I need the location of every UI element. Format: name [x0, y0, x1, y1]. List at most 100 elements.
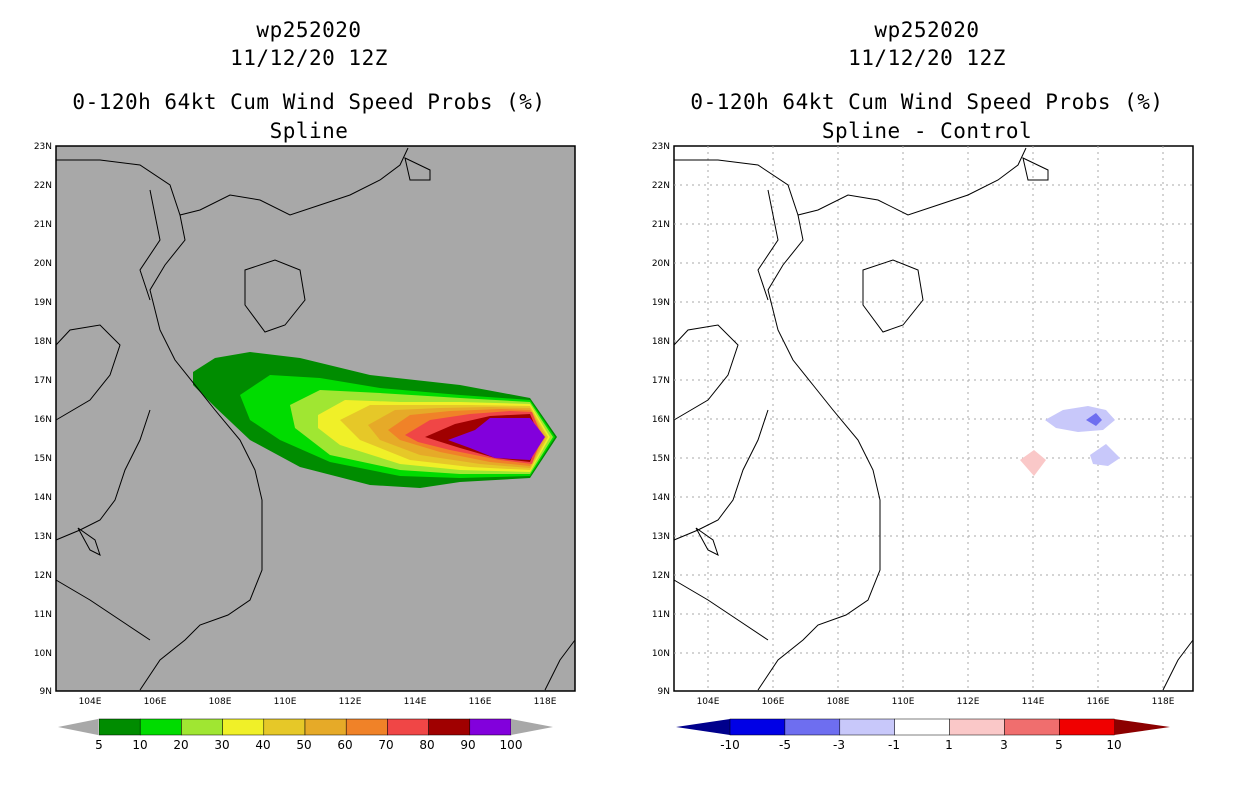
colorbar-label: 1 — [945, 738, 953, 752]
coastline — [673, 147, 1194, 691]
panel-title-date: 11/12/20 12Z — [230, 46, 388, 70]
lat-label: 11N — [652, 610, 670, 620]
colorbar-cell — [1059, 718, 1115, 736]
lat-label: 19N — [34, 298, 52, 308]
colorbar-cell — [894, 718, 950, 736]
colorbar-label: -5 — [779, 738, 791, 752]
colorbar-cell — [949, 718, 1005, 736]
lat-label: 13N — [652, 532, 670, 542]
lat-label: 23N — [34, 142, 52, 152]
colorbar-label: 10 — [132, 738, 147, 752]
lat-label: 22N — [34, 181, 52, 191]
lon-label: 114E — [404, 697, 427, 707]
lat-label: 18N — [652, 337, 670, 347]
colorbar-cell — [428, 718, 471, 736]
lon-label: 112E — [957, 697, 980, 707]
lat-label: 20N — [652, 259, 670, 269]
colorbar-label: 60 — [337, 738, 352, 752]
colorbar-label: 70 — [378, 738, 393, 752]
panel-title-method: Spline — [269, 119, 349, 143]
colorbar-left-end — [676, 719, 730, 735]
colorbar-label: 100 — [500, 738, 523, 752]
colorbar-cell — [839, 718, 895, 736]
lat-label: 14N — [34, 493, 52, 503]
lon-labels: 104E 106E 108E 110E 112E 114E 116E 118E — [79, 697, 557, 707]
difference-contours — [1020, 406, 1120, 476]
panel-diff: wp252020 11/12/20 12Z 0-120h 64kt Cum Wi… — [618, 0, 1236, 800]
lat-labels: 23N 22N 21N 20N 19N 18N 17N 16N 15N 14N … — [652, 142, 670, 697]
colorbar-label: 30 — [214, 738, 229, 752]
lon-label: 108E — [209, 697, 232, 707]
colorbar-spline: 5 10 20 30 40 50 60 70 80 90 100 — [58, 718, 553, 752]
lon-labels: 104E 106E 108E 110E 112E 114E 116E 118E — [697, 697, 1175, 707]
colorbar-label: -3 — [833, 738, 845, 752]
panel-spline: wp252020 11/12/20 12Z 0-120h 64kt Cum Wi… — [34, 18, 576, 752]
panel-title-storm-id: wp252020 — [874, 18, 980, 42]
panel-title-method: Spline - Control — [821, 119, 1033, 143]
lon-label: 112E — [339, 697, 362, 707]
lon-label: 110E — [274, 697, 297, 707]
lon-label: 106E — [762, 697, 785, 707]
colorbar-left-end — [58, 719, 98, 735]
lat-label: 19N — [652, 298, 670, 308]
lat-label: 12N — [34, 571, 52, 581]
lon-label: 106E — [144, 697, 167, 707]
lat-label: 21N — [34, 220, 52, 230]
lat-label: 15N — [34, 454, 52, 464]
colorbar-label: 40 — [255, 738, 270, 752]
lat-label: 20N — [34, 259, 52, 269]
map-diff: 23N 22N 21N 20N 19N 18N 17N 16N 15N 14N … — [652, 142, 1194, 752]
colorbar-cell — [139, 718, 182, 736]
colorbar-label: 5 — [95, 738, 103, 752]
lat-label: 12N — [652, 571, 670, 581]
lat-label: 23N — [652, 142, 670, 152]
colorbar-cell — [304, 718, 347, 736]
colorbar-label: 10 — [1106, 738, 1121, 752]
lat-label: 16N — [34, 415, 52, 425]
colorbar-cell — [729, 718, 786, 736]
contour-neg-3 — [1086, 413, 1102, 426]
lon-label: 116E — [1087, 697, 1110, 707]
contour-90 — [448, 418, 545, 460]
colorbar-label: 80 — [419, 738, 434, 752]
contour-neg-1 — [1045, 406, 1115, 432]
colorbar-label: -1 — [888, 738, 900, 752]
colorbar-right-end — [1114, 719, 1170, 735]
panel-title-storm-id: wp252020 — [256, 18, 362, 42]
colorbar-label: 5 — [1055, 738, 1063, 752]
lat-label: 11N — [34, 610, 52, 620]
colorbar-label: 50 — [296, 738, 311, 752]
colorbar-cell — [784, 718, 841, 736]
colorbar-cell — [263, 718, 306, 736]
lat-label: 17N — [34, 376, 52, 386]
colorbar-cell — [181, 718, 223, 736]
lat-label: 9N — [40, 687, 52, 697]
lat-label: 15N — [652, 454, 670, 464]
probability-contours — [193, 352, 557, 488]
lat-label: 14N — [652, 493, 670, 503]
map-spline: 23N 22N 21N 20N 19N 18N 17N 16N 15N 14N … — [34, 142, 576, 752]
panel-title-product: 0-120h 64kt Cum Wind Speed Probs (%) — [690, 90, 1164, 114]
lat-label: 16N — [652, 415, 670, 425]
contour-neg-1b — [1090, 444, 1120, 466]
colorbar-cell — [222, 718, 265, 736]
gridlines — [674, 146, 1193, 691]
lon-label: 108E — [827, 697, 850, 707]
lat-label: 10N — [34, 649, 52, 659]
lon-label: 116E — [469, 697, 492, 707]
colorbar-cell — [1004, 718, 1060, 736]
lat-label: 18N — [34, 337, 52, 347]
lat-label: 21N — [652, 220, 670, 230]
colorbar-cell — [98, 718, 141, 736]
colorbar-right-end — [511, 719, 553, 735]
colorbar-label: -10 — [720, 738, 740, 752]
contour-pos-1 — [1020, 450, 1046, 476]
lat-label: 10N — [652, 649, 670, 659]
lon-label: 104E — [79, 697, 102, 707]
lon-label: 104E — [697, 697, 720, 707]
colorbar-label: 90 — [460, 738, 475, 752]
panel-title-product: 0-120h 64kt Cum Wind Speed Probs (%) — [72, 90, 546, 114]
colorbar-cell — [345, 718, 388, 736]
lat-label: 17N — [652, 376, 670, 386]
lat-label: 22N — [652, 181, 670, 191]
